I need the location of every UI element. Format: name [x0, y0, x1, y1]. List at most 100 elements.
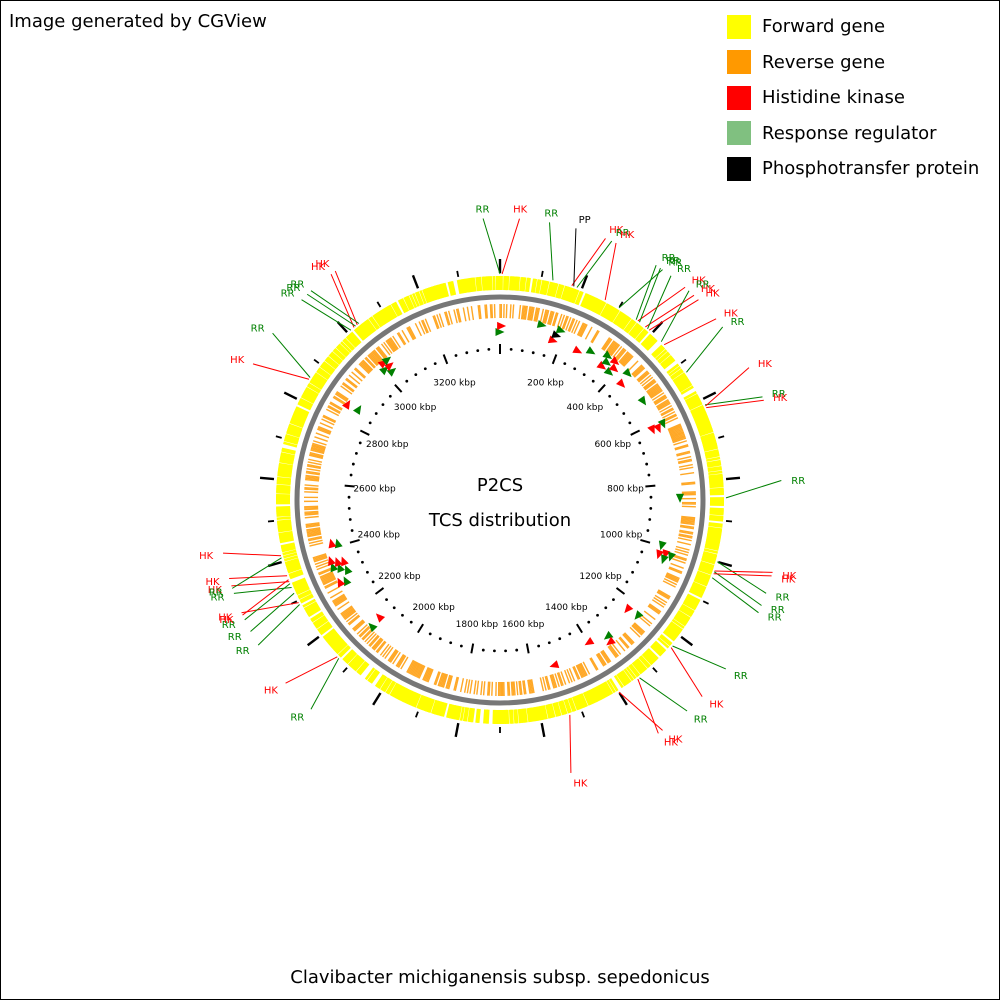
reverse-gene	[314, 436, 328, 443]
forward-gene	[303, 601, 318, 611]
reverse-gene	[432, 315, 439, 330]
reverse-gene	[306, 529, 321, 534]
reverse-gene	[353, 368, 366, 379]
rr-callout-label: RR	[281, 289, 295, 300]
reverse-gene	[321, 575, 336, 583]
inner-major-tick	[374, 587, 385, 595]
rr-callout-line	[310, 290, 360, 324]
reverse-gene	[589, 657, 598, 671]
forward-gene	[306, 605, 320, 615]
forward-gene	[318, 367, 331, 378]
reverse-gene	[606, 341, 616, 354]
reverse-gene	[341, 383, 354, 393]
forward-gene	[690, 586, 704, 596]
forward-gene	[283, 438, 299, 445]
forward-gene	[449, 281, 455, 296]
reverse-gene	[528, 679, 533, 694]
tick-label: 1400 kbp	[545, 603, 588, 613]
forward-gene	[281, 449, 296, 455]
reverse-gene	[665, 574, 679, 582]
forward-gene	[373, 313, 384, 327]
reverse-gene	[620, 352, 631, 365]
hk-arrow	[328, 556, 336, 566]
forward-gene	[592, 298, 601, 313]
reverse-gene	[648, 386, 661, 396]
forward-gene	[437, 284, 444, 299]
reverse-gene	[304, 508, 319, 511]
forward-gene	[709, 516, 724, 521]
forward-gene	[690, 404, 704, 414]
forward-gene	[683, 600, 697, 610]
forward-gene	[644, 337, 657, 350]
forward-gene	[404, 690, 414, 704]
forward-gene	[312, 615, 326, 626]
reverse-gene	[308, 539, 323, 545]
forward-gene	[695, 417, 710, 426]
rr-callout-line	[250, 592, 295, 632]
forward-gene	[675, 377, 689, 388]
reverse-gene	[433, 315, 440, 329]
forward-gene	[693, 411, 708, 420]
forward-gene	[484, 709, 489, 724]
forward-gene	[641, 334, 654, 347]
forward-gene	[576, 291, 584, 306]
hk-callout-label: HK	[513, 205, 528, 216]
reverse-gene	[371, 637, 382, 649]
reverse-gene	[638, 616, 651, 627]
forward-gene	[380, 677, 390, 691]
reverse-gene	[327, 585, 341, 594]
forward-gene	[349, 655, 361, 668]
reverse-gene	[347, 614, 360, 625]
forward-gene	[414, 291, 423, 306]
reverse-gene	[584, 326, 593, 340]
forward-gene	[706, 533, 722, 539]
forward-gene	[287, 426, 302, 434]
forward-gene	[698, 426, 713, 434]
reverse-gene	[407, 326, 416, 340]
forward-gene	[530, 278, 536, 293]
forward-gene	[690, 406, 705, 415]
rr-arrow	[337, 563, 346, 574]
rr-callout-line	[301, 299, 352, 331]
forward-gene	[703, 550, 718, 557]
rr-callout-label: RR	[768, 613, 782, 624]
forward-gene	[636, 658, 648, 671]
reverse-gene	[668, 427, 683, 434]
reverse-gene	[607, 646, 617, 659]
forward-gene	[669, 622, 682, 633]
forward-gene	[576, 694, 584, 709]
reverse-gene	[485, 304, 489, 319]
reverse-gene	[675, 545, 690, 551]
reverse-gene	[478, 305, 482, 320]
forward-gene	[476, 276, 481, 292]
forward-gene	[299, 397, 314, 407]
forward-gene	[563, 286, 571, 301]
forward-gene	[280, 542, 295, 548]
forward-gene	[459, 279, 465, 294]
reverse-gene	[578, 322, 586, 337]
forward-gene	[432, 285, 440, 300]
inner-minor-tick	[587, 620, 591, 624]
reverse-gene	[607, 341, 617, 354]
rr-callout-line	[639, 267, 661, 323]
rr-callout-line	[635, 265, 657, 320]
forward-gene	[429, 286, 437, 301]
reverse-gene	[318, 425, 332, 433]
forward-gene	[385, 306, 395, 320]
forward-gene	[319, 624, 333, 636]
outer-tick	[411, 274, 420, 289]
forward-gene	[538, 706, 544, 721]
forward-gene	[337, 644, 350, 657]
forward-gene	[384, 306, 394, 321]
reverse-gene	[681, 515, 696, 519]
reverse-gene	[601, 337, 611, 350]
forward-gene	[327, 633, 340, 645]
outer-tick	[581, 711, 586, 718]
forward-gene	[679, 606, 694, 616]
reverse-gene	[376, 346, 387, 359]
reverse-gene	[342, 608, 355, 618]
reverse-gene	[535, 307, 541, 322]
forward-gene	[277, 473, 292, 478]
reverse-gene	[345, 377, 358, 388]
forward-gene	[346, 334, 359, 347]
